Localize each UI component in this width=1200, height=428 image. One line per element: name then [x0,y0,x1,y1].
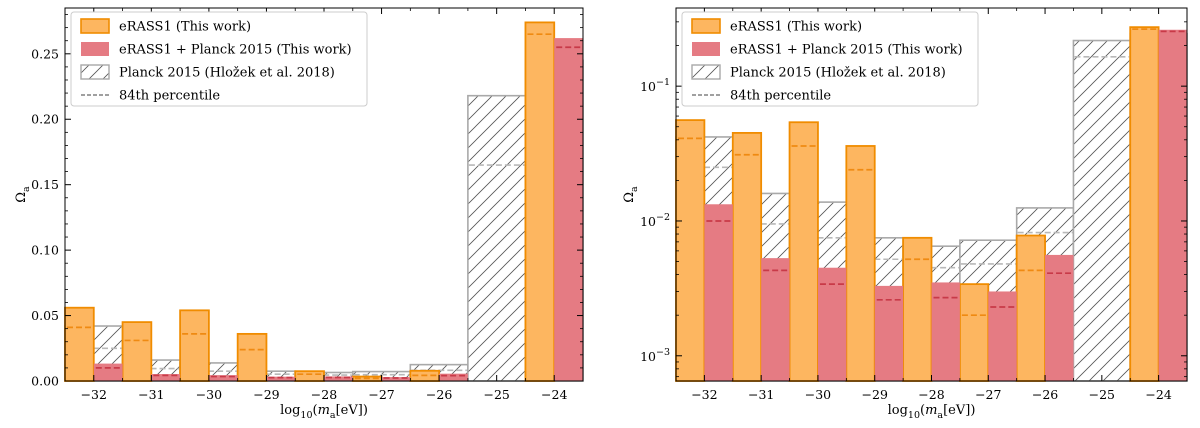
x-tick-label: −29 [253,387,279,402]
y-ticks: 0.00 0.05 0.10 0.15 0.20 0.25 [31,14,583,389]
x-tick-label: −24 [541,387,567,402]
erass1-planck-bar [761,258,790,381]
x-tick-label: −28 [311,387,337,402]
erass1-planck-bar [208,375,238,381]
panel-linear: −32 −31 −30 −29 −28 −27 −26 −25 −240.000.050.100… [14,7,584,421]
legend-swatch-erass1 [80,18,110,34]
erass1-planck-bar [439,373,468,381]
erass1-bar [121,321,153,382]
legend-label-planck: Planck 2015 (Hložek et al. 2018) [119,66,335,81]
y-tick-label: 0.10 [31,243,59,258]
planck-bar [1072,39,1132,382]
legend-label-erass1: eRASS1 (This work) [730,20,862,35]
legend-label-planck: Planck 2015 (Hložek et al. 2018) [730,66,946,81]
x-tick-label: −32 [81,387,107,402]
erass1-planck-bar [931,282,960,381]
y-tick-label: 0.25 [31,46,59,61]
erass1-planck-bar [381,377,411,381]
legend-frame [681,11,979,107]
panel-log: −32 −31 −30 −29 −28 −27 −26 −25 −24 10−3 10−2 10−1 l… [622,7,1188,421]
erass1-bar [845,145,876,382]
erass1-bar [1015,234,1046,382]
erass1-bar [788,121,819,382]
erass1-planck-bar [817,267,847,381]
legend-label-p84: 84th percentile [119,89,220,104]
legend-swatch-planck [691,64,721,80]
erass1-planck-bar [704,204,733,381]
x-tick-label: −27 [368,387,394,402]
x-tick-label: −29 [862,387,888,402]
y-tick-label: 0.05 [31,308,59,323]
x-axis-label: log10(ma[eV]) [888,403,976,421]
legend: eRASS1 (This work) eRASS1 + Planck 2015 (… [70,11,368,107]
erass1-planck-bar [554,38,583,382]
erass1-planck-bar [1158,29,1187,382]
x-tick-label: −27 [975,387,1001,402]
bars [675,26,1188,382]
erass1-bar [958,283,990,382]
erass1-planck-bar [1045,254,1074,381]
legend: eRASS1 (This work) eRASS1 + Planck 2015 (… [681,11,979,107]
erass1-planck-bar [93,363,123,381]
legend-label-p84: 84th percentile [730,89,831,104]
x-tick-label: −31 [748,387,774,402]
y-tick-label: 0.20 [31,112,59,127]
legend-swatch-planck [80,64,110,80]
erass1-bar [524,21,556,382]
legend-label-erass1_planck: eRASS1 + Planck 2015 (This work) [119,43,352,58]
y-tick-label: 10−2 [640,212,670,229]
x-tick-label: −28 [918,387,944,402]
y-tick-label: 10−1 [640,77,670,94]
legend-swatch-erass1-planck [81,42,109,56]
x-ticks: −32 −31 −30 −29 −28 −27 −26 −25 −24 [675,8,1188,402]
bars [64,21,584,382]
legend-swatch-erass1-planck [692,42,720,56]
erass1-planck-bar [266,376,296,381]
erass1-bar [731,132,763,382]
planck-bar [467,94,527,382]
x-tick-label: −31 [138,387,164,402]
y-tick-label: 10−3 [640,347,670,364]
erass1-bar [294,370,325,382]
x-tick-label: −30 [805,387,831,402]
legend-swatch-erass1 [691,18,721,34]
erass1-bar [675,119,706,382]
erass1-planck-bar [151,374,181,381]
x-tick-label: −32 [691,387,717,402]
x-tick-label: −26 [426,387,452,402]
erass1-bar [179,309,210,382]
x-axis-label: log10(ma[eV]) [280,403,368,421]
erass1-bar [64,306,95,382]
y-axis-label: Ωa [14,186,32,203]
erass1-planck-bar [988,291,1017,381]
x-tick-label: −24 [1145,387,1171,402]
y-axis-label: Ωa [622,186,640,203]
legend-label-erass1: eRASS1 (This work) [119,20,251,35]
x-tick-label: −30 [196,387,222,402]
y-ticks: 10−3 10−2 10−1 [640,21,1187,378]
legend-frame [70,11,368,107]
x-tick-label: −26 [1032,387,1058,402]
x-ticks: −32 −31 −30 −29 −28 −27 −26 −25 −24 [64,8,584,402]
erass1-bar [236,332,268,382]
x-tick-label: −25 [1089,387,1115,402]
y-tick-label: 0.15 [31,177,59,192]
x-tick-label: −25 [483,387,509,402]
erass1-bar [1129,26,1160,382]
erass1-planck-bar [874,285,904,381]
legend-label-erass1_planck: eRASS1 + Planck 2015 (This work) [730,43,963,58]
erass1-planck-bar [324,376,353,381]
y-tick-label: 0.00 [31,374,59,389]
